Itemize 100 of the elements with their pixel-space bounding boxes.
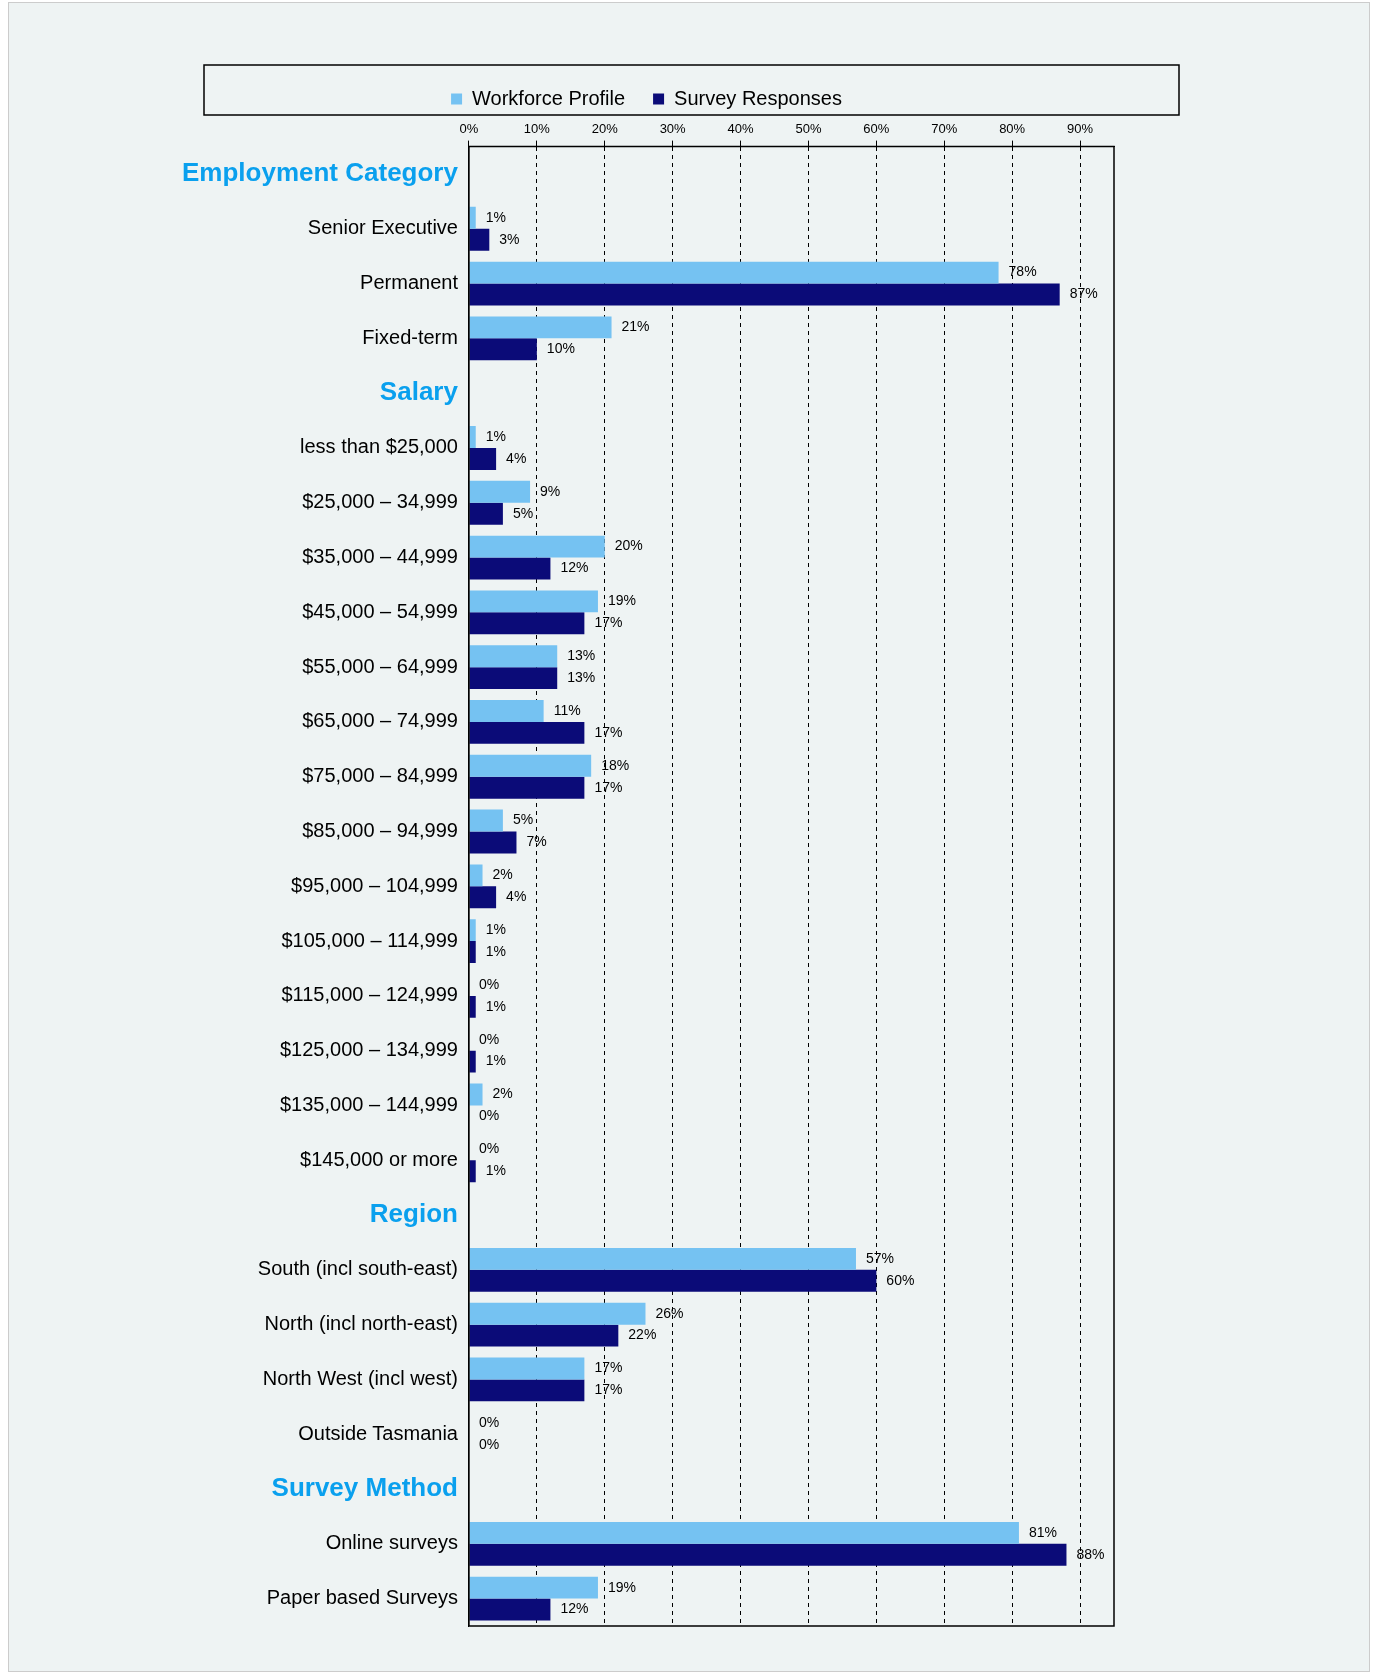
x-tick-label: 90% — [1067, 121, 1094, 137]
bar — [469, 206, 476, 229]
data-label: 0% — [478, 1436, 500, 1453]
bar — [469, 1576, 598, 1599]
data-label: 26% — [655, 1304, 684, 1321]
y-tick-label: Outside Tasmania — [298, 1421, 459, 1444]
data-label: 5% — [512, 811, 534, 828]
bar — [469, 1269, 877, 1292]
data-label: 3% — [499, 230, 520, 247]
x-tick-label: 80% — [999, 121, 1026, 137]
data-label: 18% — [601, 756, 630, 773]
y-tick-label: $45,000 – 54,999 — [302, 599, 458, 622]
y-tick-label: $115,000 – 124,999 — [281, 983, 458, 1006]
data-label: 1% — [485, 1162, 506, 1179]
data-label: 20% — [614, 537, 643, 554]
data-label: 0% — [478, 1414, 500, 1431]
data-label: 78% — [1008, 263, 1037, 280]
data-label: 19% — [607, 1578, 636, 1595]
legend-label: Survey Responses — [674, 86, 842, 109]
bar — [469, 721, 585, 744]
bar — [469, 1598, 551, 1621]
bar — [469, 645, 558, 668]
bar — [469, 1160, 476, 1183]
bar — [469, 864, 483, 887]
data-label: 1% — [485, 208, 506, 225]
bar — [469, 338, 537, 361]
data-label: 19% — [607, 592, 636, 609]
data-label: 81% — [1028, 1523, 1057, 1540]
y-tick-label: $65,000 – 74,999 — [302, 709, 458, 732]
bar — [469, 700, 544, 722]
bar — [469, 809, 503, 832]
bar — [469, 667, 558, 690]
y-tick-label: Survey Method — [271, 1472, 458, 1503]
y-tick-label: North (incl north-east) — [264, 1312, 458, 1335]
bar — [469, 502, 503, 525]
data-label: 13% — [567, 668, 596, 685]
y-tick-label: $55,000 – 64,999 — [302, 654, 458, 677]
data-label: 17% — [594, 1381, 623, 1398]
x-tick-label: 0% — [459, 121, 479, 137]
data-label: 13% — [567, 647, 596, 664]
bar — [469, 557, 551, 580]
bar — [469, 919, 476, 942]
y-tick-label: Fixed-term — [362, 325, 458, 348]
bar — [469, 1302, 646, 1325]
data-label: 7% — [526, 833, 547, 850]
bar — [469, 426, 476, 448]
y-tick-label: Salary — [379, 376, 459, 407]
bar — [469, 1050, 476, 1073]
data-label: 0% — [478, 975, 500, 992]
x-tick-label: 60% — [863, 121, 890, 137]
legend-label: Workforce Profile — [472, 86, 626, 109]
data-label: 9% — [540, 482, 561, 499]
bar — [469, 283, 1060, 306]
data-label: 57% — [865, 1249, 895, 1266]
data-label: 1% — [485, 942, 506, 959]
data-label: 17% — [594, 778, 623, 795]
data-label: 1% — [485, 1052, 506, 1069]
data-label: 4% — [506, 888, 527, 905]
y-tick-label: Online surveys — [325, 1531, 458, 1554]
bar — [469, 1521, 1019, 1544]
data-label: 1% — [485, 920, 506, 937]
data-label: 2% — [492, 1085, 513, 1102]
bar — [469, 228, 490, 251]
data-label: 1% — [485, 427, 506, 444]
data-label: 0% — [478, 1107, 500, 1124]
y-tick-label: $85,000 – 94,999 — [302, 819, 458, 842]
data-label: 87% — [1069, 285, 1098, 302]
data-label: 17% — [594, 614, 623, 631]
bar — [469, 535, 605, 558]
bar — [469, 261, 999, 284]
y-tick-label: $105,000 – 114,999 — [281, 928, 458, 951]
y-tick-label: Region — [369, 1198, 458, 1229]
data-label: 0% — [478, 1140, 500, 1157]
bar — [469, 1324, 619, 1347]
bar — [469, 480, 531, 503]
y-tick-label: Paper based Surveys — [266, 1586, 458, 1609]
y-tick-label: $125,000 – 134,999 — [279, 1038, 458, 1061]
data-label: 22% — [628, 1326, 657, 1343]
data-label: 5% — [512, 504, 534, 521]
bar — [469, 754, 592, 777]
bar — [469, 995, 476, 1018]
y-tick-label: North West (incl west) — [262, 1366, 458, 1389]
y-tick-label: $95,000 – 104,999 — [291, 873, 458, 896]
bar — [469, 1379, 585, 1402]
data-label: 0% — [478, 1030, 500, 1047]
data-label: 4% — [506, 449, 527, 466]
y-tick-label: $75,000 – 84,999 — [302, 764, 458, 787]
y-tick-label: Senior Executive — [307, 216, 458, 239]
bar — [469, 886, 497, 909]
data-label: 17% — [594, 1359, 623, 1376]
y-tick-label: South (incl south-east) — [257, 1257, 458, 1280]
y-tick-label: $145,000 or more — [300, 1147, 458, 1170]
bar — [469, 590, 598, 613]
bar — [469, 1357, 585, 1380]
data-label: 21% — [621, 318, 650, 335]
bar — [469, 316, 612, 339]
x-tick-label: 40% — [727, 121, 754, 137]
x-tick-label: 20% — [591, 121, 619, 137]
bar — [469, 1543, 1067, 1566]
y-tick-label: $135,000 – 144,999 — [279, 1092, 458, 1115]
